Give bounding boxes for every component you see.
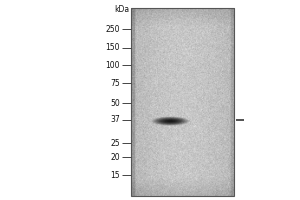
Text: 150: 150	[106, 44, 120, 52]
Text: 37: 37	[110, 116, 120, 124]
Text: 15: 15	[110, 170, 120, 180]
Text: 75: 75	[110, 78, 120, 88]
Text: 25: 25	[110, 138, 120, 148]
Bar	[130, 8, 234, 196]
Text: 20: 20	[110, 152, 120, 162]
Text: 50: 50	[110, 98, 120, 108]
Text: kDa: kDa	[114, 4, 129, 14]
Text: 250: 250	[106, 24, 120, 33]
Text: 100: 100	[106, 60, 120, 70]
